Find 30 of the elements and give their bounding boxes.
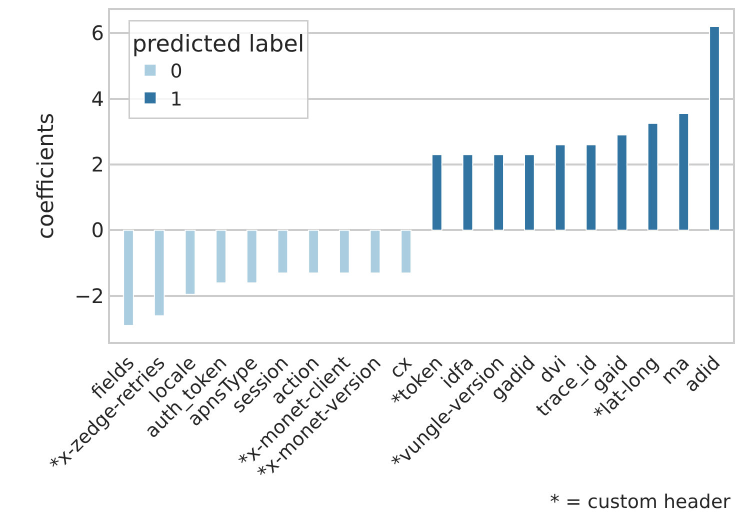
bar [647,122,658,231]
bar [154,230,165,316]
y-tick-label: 4 [91,86,104,111]
bar [184,230,196,295]
bar [400,230,412,274]
bar [616,134,628,231]
bar [709,26,720,231]
bar [554,144,566,231]
bar [493,154,504,231]
bar [678,113,690,231]
legend-title: predicted label [132,31,304,58]
legend-label: 0 [170,60,182,83]
bar [308,230,319,274]
y-tick-label: 2 [91,152,104,176]
bar [246,230,258,284]
text: * = custom header [550,491,731,512]
y-axis-title: coefficients [34,112,59,240]
bar [524,154,535,231]
bar [586,144,597,231]
bar [277,230,288,274]
bar [431,154,442,231]
y-tick-label: −2 [74,284,104,308]
bar [370,230,381,274]
legend-label: 1 [170,88,182,110]
y-tick-label: 0 [91,218,104,242]
bar [462,154,474,231]
y-tick-label: 6 [91,21,104,46]
bar [216,230,226,284]
bar [123,230,134,326]
bar [338,230,350,274]
